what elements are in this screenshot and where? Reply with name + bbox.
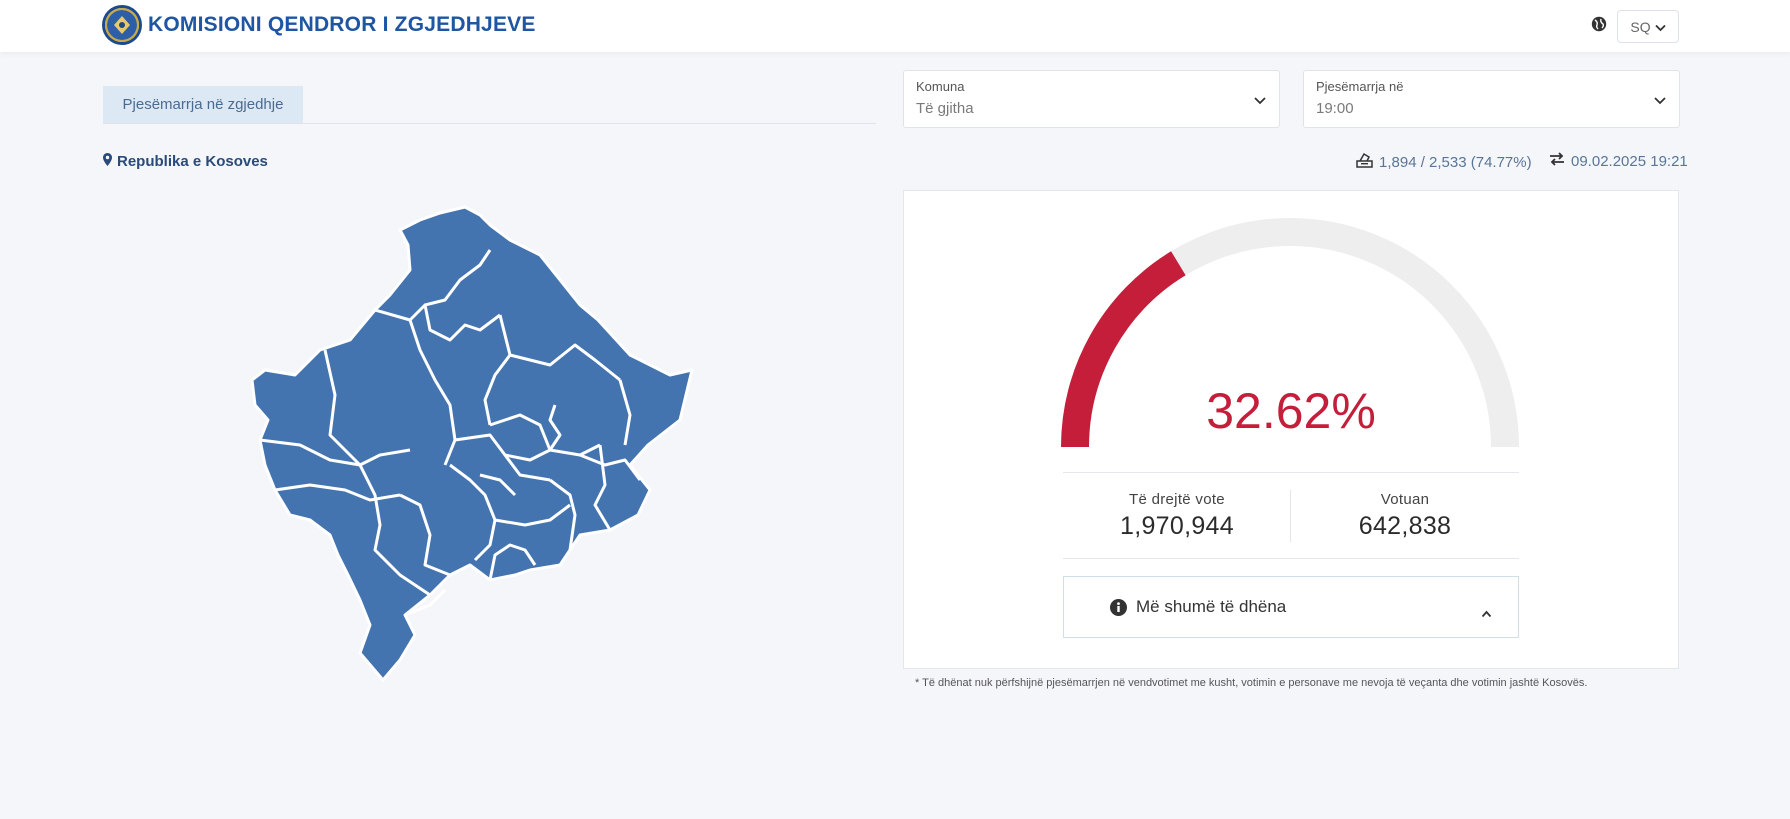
tab-turnout-label: Pjesëmarrja në zgjedhje [122,96,284,113]
language-label: SQ [1630,18,1651,35]
chevron-up-icon [1481,603,1492,623]
last-updated-value: 09.02.2025 19:21 [1571,152,1688,170]
stats-top-divider [1063,472,1519,473]
turnout-time-select[interactable]: Pjesëmarrja në 19:00 [1303,70,1680,128]
turnout-time-select-label: Pjesëmarrja në [1316,79,1404,94]
tab-turnout[interactable]: Pjesëmarrja në zgjedhje [103,86,303,123]
brand[interactable]: KOMISIONI QENDROR I ZGJEDHJEVE [102,5,536,45]
turnout-percentage: 32.62% [1206,383,1376,439]
voted: Votuan 642,838 [1291,491,1519,541]
exchange-icon [1549,152,1565,170]
top-navbar: KOMISIONI QENDROR I ZGJEDHJEVE SQ [0,0,1790,52]
turnout-time-select-value: 19:00 [1316,100,1354,117]
gauge-fill [1061,251,1186,448]
municipality-select-value: Të gjitha [916,100,974,117]
tab-divider [103,123,876,124]
ballot-box-icon [1356,152,1373,172]
map-country-outline [250,205,694,682]
map-marker-icon [103,153,112,170]
globe-icon[interactable] [1591,16,1607,37]
language-selector[interactable]: SQ [1617,10,1679,43]
eligible-voters-value: 1,970,944 [1120,512,1234,540]
stats-bottom-divider [1063,558,1519,559]
eligible-voters-label: Të drejtë vote [1129,491,1225,508]
stats-vertical-divider [1290,490,1291,542]
chevron-down-icon [1253,93,1267,111]
municipality-select-label: Komuna [916,79,965,94]
info-circle-icon [1110,599,1127,621]
footnote: * Të dhënat nuk përfshijnë pjesëmarrjen … [915,677,1588,689]
municipality-select[interactable]: Komuna Të gjitha [903,70,1280,128]
kqz-logo [102,5,142,45]
location-breadcrumb: Republika e Kosoves [103,153,268,170]
stations-reported: 1,894 / 2,533 (74.77%) [1356,152,1532,172]
eligible-voters: Të drejtë vote 1,970,944 [1063,491,1291,541]
voted-value: 642,838 [1358,512,1452,540]
location-label: Republika e Kosoves [117,153,268,170]
more-data-button[interactable]: Më shumë të dhëna [1063,576,1519,638]
chevron-down-icon [1654,19,1666,35]
site-title: KOMISIONI QENDROR I ZGJEDHJEVE [148,13,536,36]
kosovo-municipalities-map[interactable] [250,205,740,740]
voted-label: Votuan [1380,491,1430,508]
stations-reported-value: 1,894 / 2,533 (74.77%) [1379,153,1532,171]
chevron-down-icon [1653,93,1667,111]
last-updated: 09.02.2025 19:21 [1549,152,1688,170]
more-data-label: Më shumë të dhëna [1136,597,1287,616]
